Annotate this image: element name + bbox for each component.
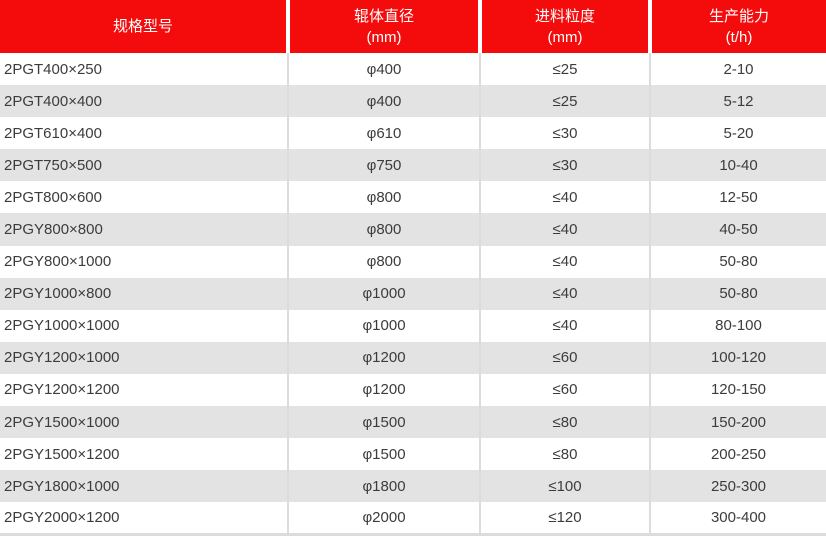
cell-model: 2PGT400×400 <box>0 85 288 118</box>
header-row: 规格型号 辊体直径 (mm) 进料粒度 (mm) 生产能力 (t/h) <box>0 0 826 53</box>
cell-model: 2PGT610×400 <box>0 117 288 150</box>
cell-capacity: 120-150 <box>649 373 826 407</box>
cell-feed-size: ≤60 <box>479 373 650 407</box>
table-row: 2PGT400×250 φ400 ≤25 2-10 <box>0 53 826 86</box>
column-header-feed-size: 进料粒度 (mm) <box>478 0 650 53</box>
cell-model: 2PGY2000×1200 <box>0 502 288 536</box>
cell-feed-size: ≤25 <box>479 85 650 118</box>
cell-roller-diameter: φ1500 <box>287 406 480 439</box>
column-header-model-title: 规格型号 <box>112 18 173 35</box>
cell-capacity: 300-400 <box>649 502 826 536</box>
cell-feed-size: ≤25 <box>479 53 650 86</box>
table-row: 2PGT400×400 φ400 ≤25 5-12 <box>0 85 826 118</box>
cell-model: 2PGT750×500 <box>0 149 288 182</box>
table-row: 2PGY1800×1000 φ1800 ≤100 250-300 <box>0 470 826 503</box>
cell-capacity: 150-200 <box>649 406 826 439</box>
cell-model: 2PGY800×800 <box>0 213 288 246</box>
column-header-capacity-title: 生产能力 <box>708 7 769 25</box>
cell-capacity: 250-300 <box>649 470 826 503</box>
cell-feed-size: ≤80 <box>479 406 650 439</box>
cell-capacity: 100-120 <box>649 341 826 374</box>
cell-roller-diameter: φ2000 <box>287 502 480 536</box>
table-row: 2PGY1500×1000 φ1500 ≤80 150-200 <box>0 406 826 439</box>
cell-roller-diameter: φ1500 <box>287 438 480 471</box>
cell-roller-diameter: φ800 <box>287 245 480 278</box>
cell-capacity: 40-50 <box>649 213 826 246</box>
column-header-roller-diameter: 辊体直径 (mm) <box>286 0 480 53</box>
cell-model: 2PGY1000×800 <box>0 277 288 310</box>
cell-model: 2PGT800×600 <box>0 181 288 214</box>
cell-model: 2PGY1200×1200 <box>0 373 288 407</box>
cell-roller-diameter: φ610 <box>287 117 480 150</box>
cell-capacity: 50-80 <box>649 277 826 310</box>
table-row: 2PGY2000×1200 φ2000 ≤120 300-400 <box>0 502 826 536</box>
cell-feed-size: ≤120 <box>479 502 650 536</box>
cell-capacity: 80-100 <box>649 309 826 342</box>
spec-table-header: 规格型号 辊体直径 (mm) 进料粒度 (mm) 生产能力 (t/h) <box>0 0 826 53</box>
column-header-capacity: 生产能力 (t/h) <box>648 0 826 53</box>
cell-feed-size: ≤30 <box>479 149 650 182</box>
table-row: 2PGY800×800 φ800 ≤40 40-50 <box>0 213 826 246</box>
cell-roller-diameter: φ1000 <box>287 277 480 310</box>
cell-model: 2PGY1000×1000 <box>0 309 288 342</box>
cell-roller-diameter: φ400 <box>287 53 480 86</box>
table-row: 2PGT800×600 φ800 ≤40 12-50 <box>0 181 826 214</box>
table-row: 2PGT750×500 φ750 ≤30 10-40 <box>0 149 826 182</box>
cell-model: 2PGT400×250 <box>0 53 288 86</box>
cell-feed-size: ≤100 <box>479 470 650 503</box>
cell-capacity: 2-10 <box>649 53 826 86</box>
cell-capacity: 5-12 <box>649 85 826 118</box>
cell-feed-size: ≤60 <box>479 341 650 374</box>
cell-capacity: 10-40 <box>649 149 826 182</box>
column-header-model: 规格型号 <box>0 0 288 53</box>
cell-roller-diameter: φ1200 <box>287 373 480 407</box>
table-row: 2PGY1200×1200 φ1200 ≤60 120-150 <box>0 373 826 407</box>
cell-model: 2PGY1500×1000 <box>0 406 288 439</box>
column-header-feed-size-unit: (mm) <box>547 28 583 46</box>
table-row: 2PGY1200×1000 φ1200 ≤60 100-120 <box>0 341 826 374</box>
cell-roller-diameter: φ1800 <box>287 470 480 503</box>
cell-roller-diameter: φ800 <box>287 213 480 246</box>
table-row: 2PGT610×400 φ610 ≤30 5-20 <box>0 117 826 150</box>
cell-feed-size: ≤40 <box>479 277 650 310</box>
table-row: 2PGY1000×1000 φ1000 ≤40 80-100 <box>0 309 826 342</box>
cell-feed-size: ≤40 <box>479 309 650 342</box>
cell-capacity: 200-250 <box>649 438 826 471</box>
cell-feed-size: ≤30 <box>479 117 650 150</box>
cell-feed-size: ≤80 <box>479 438 650 471</box>
cell-roller-diameter: φ1200 <box>287 341 480 374</box>
column-header-roller-diameter-unit: (mm) <box>366 28 402 46</box>
cell-roller-diameter: φ800 <box>287 181 480 214</box>
cell-model: 2PGY800×1000 <box>0 245 288 278</box>
cell-feed-size: ≤40 <box>479 181 650 214</box>
cell-feed-size: ≤40 <box>479 245 650 278</box>
table-row: 2PGY1500×1200 φ1500 ≤80 200-250 <box>0 438 826 471</box>
column-header-roller-diameter-title: 辊体直径 <box>353 7 414 25</box>
cell-capacity: 5-20 <box>649 117 826 150</box>
spec-table-body: 2PGT400×250 φ400 ≤25 2-10 2PGT400×400 φ4… <box>0 53 826 536</box>
column-header-capacity-unit: (t/h) <box>725 28 753 46</box>
column-header-feed-size-title: 进料粒度 <box>534 7 595 25</box>
cell-roller-diameter: φ1000 <box>287 309 480 342</box>
cell-model: 2PGY1200×1000 <box>0 341 288 374</box>
cell-model: 2PGY1500×1200 <box>0 438 288 471</box>
table-row: 2PGY1000×800 φ1000 ≤40 50-80 <box>0 277 826 310</box>
cell-model: 2PGY1800×1000 <box>0 470 288 503</box>
cell-capacity: 12-50 <box>649 181 826 214</box>
cell-feed-size: ≤40 <box>479 213 650 246</box>
table-row: 2PGY800×1000 φ800 ≤40 50-80 <box>0 245 826 278</box>
cell-roller-diameter: φ400 <box>287 85 480 118</box>
cell-capacity: 50-80 <box>649 245 826 278</box>
cell-roller-diameter: φ750 <box>287 149 480 182</box>
